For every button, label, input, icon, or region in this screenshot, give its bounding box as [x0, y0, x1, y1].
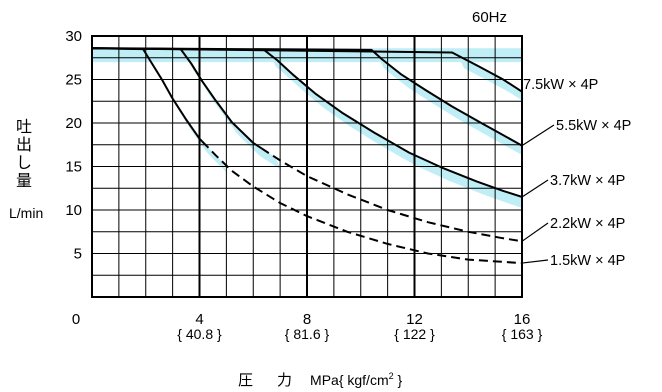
y-tick-label: 30	[65, 28, 82, 45]
x-tick-sublabel: { 163 }	[502, 326, 543, 342]
series-line-4-dashed	[260, 147, 522, 243]
frequency-label: 60Hz	[472, 9, 507, 26]
chart-text: 7.5kW × 4P 5.5kW × 4P 3.7kW × 4P 2.2kW × 4P…	[9, 9, 631, 389]
series-label-4: 2.2kW × 4P	[550, 216, 625, 232]
series-line-3	[92, 47, 522, 198]
series-line-4-solid	[92, 47, 262, 150]
series-label-3: 3.7kW × 4P	[550, 173, 625, 189]
label-leaders	[521, 124, 555, 264]
y-axis-unit: L/min	[9, 205, 43, 221]
series-label-5: 1.5kW × 4P	[550, 253, 625, 269]
y-axis-label-char: し	[16, 155, 32, 172]
x-tick-label: 12	[406, 311, 423, 328]
tolerance-band-4	[186, 56, 282, 170]
series-line-2	[92, 47, 522, 147]
y-axis-label-char: 吐	[16, 118, 32, 136]
x-tick-sublabel: { 122 }	[394, 326, 435, 342]
x-tick-label: 4	[195, 311, 203, 328]
y-tick-label: 10	[65, 202, 82, 219]
series-lines	[92, 47, 522, 265]
series-leader-2	[521, 124, 555, 147]
plot-frame	[91, 35, 523, 298]
tolerance-band-1	[457, 55, 522, 101]
tolerance-band-3	[269, 54, 522, 208]
x-tick-sublabel: { 81.6 }	[285, 326, 330, 342]
plot-grid	[91, 35, 523, 298]
tolerance-band-5	[148, 57, 228, 174]
y-tick-label: 15	[65, 159, 82, 176]
x-tick-sublabel: { 40.8 }	[177, 326, 222, 342]
series-leader-3	[521, 179, 549, 198]
y-axis-label-char: 量	[16, 173, 32, 190]
y-tick-label: 5	[74, 246, 82, 263]
y-axis-label-char: 出	[16, 136, 32, 154]
series-label-2: 5.5kW × 4P	[556, 118, 631, 134]
x-tick-label: 16	[514, 311, 531, 328]
x-tick-label: 0	[72, 311, 80, 328]
series-leader-4	[521, 222, 549, 242]
tolerance-band-2	[376, 54, 522, 155]
series-line-1	[92, 47, 522, 93]
series-label-1: 7.5kW × 4P	[523, 77, 598, 93]
x-axis-label: 圧力 MPa{ kgf/cm2 }	[238, 371, 403, 389]
series-line-5-solid	[92, 47, 203, 143]
y-tick-label: 25	[65, 72, 82, 89]
y-tick-label: 20	[65, 115, 82, 132]
series-line-5-dashed	[201, 140, 522, 265]
x-tick-label: 8	[303, 311, 311, 328]
series-leader-5	[521, 259, 549, 264]
